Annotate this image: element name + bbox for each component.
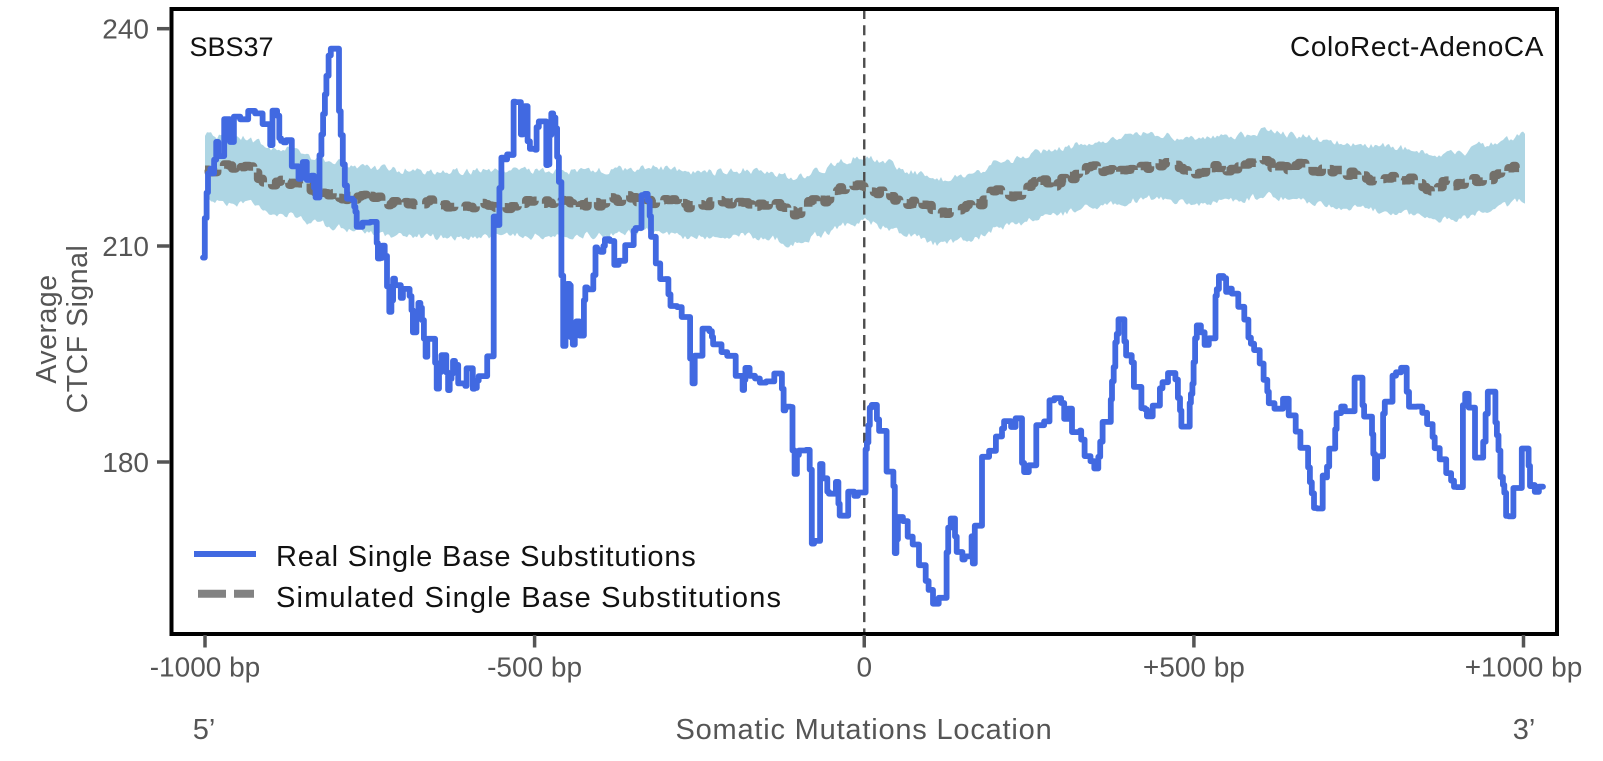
svg-text:3’: 3’ [1513, 714, 1536, 746]
svg-text:0: 0 [856, 652, 872, 683]
svg-text:5’: 5’ [193, 714, 216, 746]
svg-text:Simulated Single Base Substitu: Simulated Single Base Substitutions [276, 582, 782, 614]
svg-text:240: 240 [102, 14, 149, 45]
svg-text:-500 bp: -500 bp [487, 652, 582, 683]
svg-text:Somatic Mutations Location: Somatic Mutations Location [675, 714, 1052, 746]
svg-text:Real Single Base Substitutions: Real Single Base Substitutions [276, 541, 697, 573]
svg-text:ColoRect-AdenoCA: ColoRect-AdenoCA [1290, 31, 1544, 62]
svg-text:-1000 bp: -1000 bp [150, 652, 261, 683]
svg-text:180: 180 [102, 447, 149, 478]
svg-text:Average: Average [31, 274, 63, 383]
svg-text:CTCF Signal: CTCF Signal [62, 245, 94, 414]
svg-text:210: 210 [102, 231, 149, 262]
svg-text:SBS37: SBS37 [190, 32, 274, 62]
svg-text:+1000 bp: +1000 bp [1465, 652, 1583, 683]
svg-text:+500 bp: +500 bp [1143, 652, 1245, 683]
